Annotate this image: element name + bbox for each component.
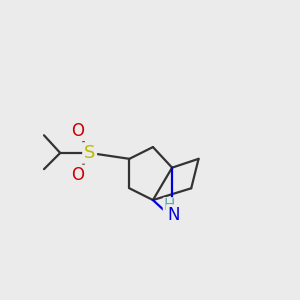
Text: O: O bbox=[71, 122, 84, 140]
Text: O: O bbox=[71, 166, 84, 184]
Text: N: N bbox=[167, 206, 180, 224]
Text: H: H bbox=[164, 198, 176, 213]
Text: S: S bbox=[84, 144, 95, 162]
